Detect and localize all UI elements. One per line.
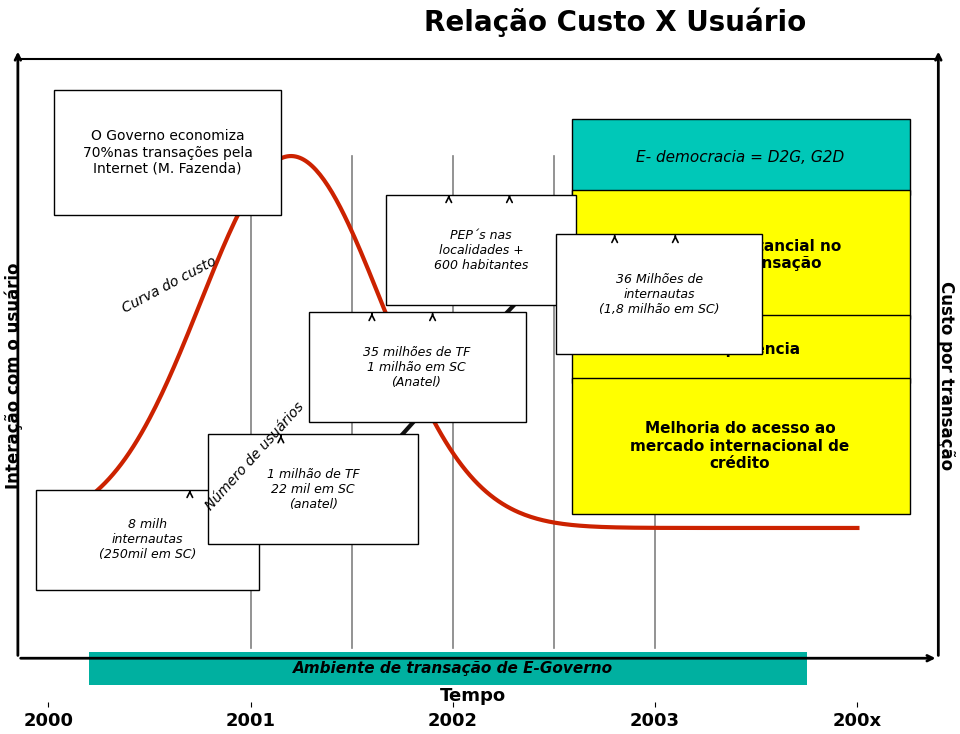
FancyBboxPatch shape	[36, 490, 258, 590]
FancyBboxPatch shape	[55, 90, 281, 214]
Text: 36 Milhões de
internautas
(1,8 milhão em SC): 36 Milhões de internautas (1,8 milhão em…	[599, 272, 719, 316]
FancyBboxPatch shape	[572, 120, 910, 195]
Text: PEP´s nas
localidades +
600 habitantes: PEP´s nas localidades + 600 habitantes	[434, 229, 528, 272]
Text: Ambiente de transação de E-Governo: Ambiente de transação de E-Governo	[293, 661, 612, 676]
Text: Interação com o usuário: Interação com o usuário	[5, 262, 23, 489]
FancyBboxPatch shape	[309, 312, 526, 422]
Text: O Governo economiza
70%nas transações pela
Internet (M. Fazenda): O Governo economiza 70%nas transações pe…	[83, 129, 252, 176]
FancyBboxPatch shape	[386, 195, 576, 305]
Text: 35 milhões de TF
1 milhão em SC
(Anatel): 35 milhões de TF 1 milhão em SC (Anatel)	[363, 346, 470, 389]
FancyBboxPatch shape	[572, 190, 910, 319]
FancyBboxPatch shape	[88, 652, 806, 685]
FancyBboxPatch shape	[572, 316, 910, 382]
FancyBboxPatch shape	[208, 434, 419, 544]
Text: Redução substancial no
custo de transação: Redução substancial no custo de transaçã…	[638, 239, 842, 272]
Text: Número de usuários: Número de usuários	[203, 399, 306, 512]
Text: 8 milh
internautas
(250mil em SC): 8 milh internautas (250mil em SC)	[99, 518, 196, 562]
Text: Custo por transação: Custo por transação	[937, 281, 955, 470]
Text: E- democracia = D2G, G2D: E- democracia = D2G, G2D	[636, 150, 844, 165]
Text: 1 milhão de TF
22 mil em SC
(anatel): 1 milhão de TF 22 mil em SC (anatel)	[267, 468, 360, 511]
FancyBboxPatch shape	[572, 378, 910, 515]
FancyBboxPatch shape	[556, 234, 762, 354]
Text: Transparência: Transparência	[680, 341, 801, 357]
Text: Tempo: Tempo	[440, 688, 506, 705]
Text: Curva do custo: Curva do custo	[120, 255, 219, 316]
Text: Relação Custo X Usuário: Relação Custo X Usuário	[423, 7, 805, 37]
Text: Melhoria do acesso ao
mercado internacional de
crédito: Melhoria do acesso ao mercado internacio…	[631, 421, 850, 471]
